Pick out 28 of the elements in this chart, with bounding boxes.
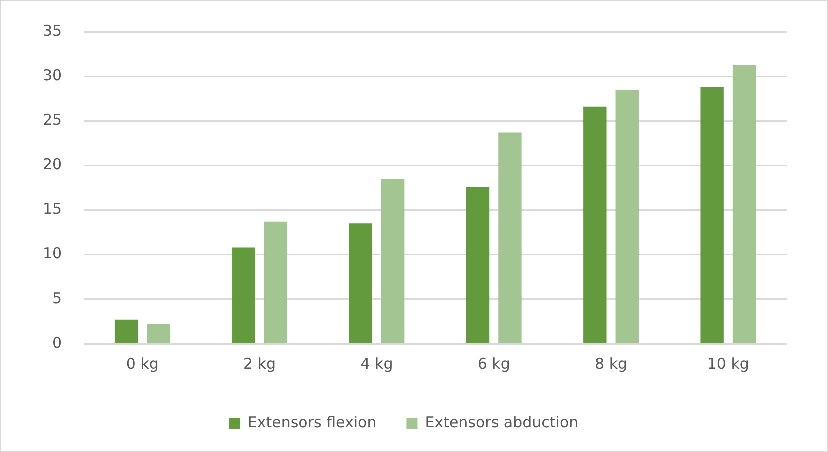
bar [584, 106, 607, 344]
x-tick-label: 8 kg [595, 354, 628, 373]
y-tick-label: 5 [52, 289, 62, 308]
bar [264, 222, 288, 344]
x-tick-label: 6 kg [478, 354, 510, 373]
bar [700, 87, 724, 344]
x-tick-label: 2 kg [244, 354, 276, 373]
bar [616, 90, 639, 344]
bar [232, 248, 256, 344]
y-tick-label: 10 [42, 244, 62, 263]
y-tick-label: 35 [42, 22, 62, 40]
y-tick-label: 15 [42, 200, 62, 218]
bar [498, 132, 522, 344]
bar [147, 324, 170, 344]
y-tick-label: 30 [42, 66, 62, 84]
bar [349, 224, 372, 344]
y-tick-label: 25 [42, 111, 62, 130]
bar [732, 64, 756, 344]
legend-label: Extensors flexion [248, 413, 377, 432]
y-tick-label: 0 [52, 334, 62, 352]
bar [114, 320, 138, 344]
bar [466, 187, 490, 344]
legend-label: Extensors abduction [425, 413, 579, 432]
bar [381, 179, 405, 344]
y-tick-label: 20 [42, 156, 62, 174]
x-tick-label: 0 kg [126, 354, 159, 373]
x-tick-label: 10 kg [707, 354, 750, 373]
x-tick-label: 4 kg [360, 354, 394, 373]
